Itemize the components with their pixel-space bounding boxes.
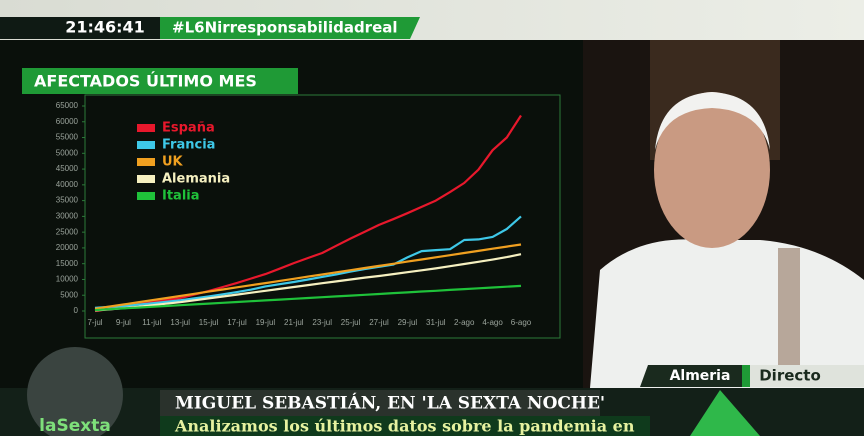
- x-tick-label: 9-jul: [116, 318, 131, 327]
- legend-swatch: [137, 192, 155, 200]
- logo-mark: [690, 390, 760, 436]
- legend-swatch: [137, 158, 155, 166]
- series-line: [94, 243, 522, 310]
- y-tick-label: 20000: [56, 243, 79, 252]
- x-tick-label: 25-jul: [341, 318, 361, 327]
- hashtag-banner: [160, 17, 420, 39]
- y-tick-label: 55000: [56, 133, 79, 142]
- x-tick-label: 27-jul: [369, 318, 389, 327]
- clock: 21:46:41: [65, 18, 145, 37]
- status: Directo: [759, 367, 821, 385]
- series-line: [94, 284, 522, 312]
- y-tick-label: 0: [74, 306, 79, 315]
- clock-box: [0, 17, 160, 39]
- series-line: [94, 114, 522, 313]
- channel: laSexta: [39, 416, 111, 436]
- y-tick-label: 40000: [56, 180, 79, 189]
- series-line: [94, 215, 522, 309]
- x-tick-label: 29-jul: [398, 318, 418, 327]
- x-tick-label: 6-ago: [511, 318, 532, 327]
- plot: 0 5000 10000 15000 20000 25000 30000 35000 40000…: [56, 101, 532, 327]
- legend-label: Italia: [162, 189, 200, 204]
- headline-box: [160, 390, 600, 416]
- x-tick-label: 23-jul: [312, 318, 332, 327]
- location: Almeria: [670, 368, 731, 384]
- y-tick-label: 10000: [56, 275, 79, 284]
- headline: MIGUEL SEBASTIÁN, EN 'LA SEXTA NOCHE': [175, 393, 605, 414]
- status-box: [750, 365, 864, 387]
- hashtag: #L6Nirresponsabilidadreal: [172, 19, 398, 37]
- legend-label: Alemania: [162, 172, 230, 187]
- x-tick-label: 17-jul: [227, 318, 247, 327]
- legend-swatch: [137, 175, 155, 183]
- x-tick-label: 11-jul: [142, 318, 161, 327]
- legend-label: España: [162, 121, 215, 136]
- y-tick-label: 35000: [56, 196, 79, 205]
- x-tick-label: 19-jul: [256, 318, 276, 327]
- location-divider: [742, 365, 750, 387]
- y-tick-label: 65000: [56, 101, 79, 110]
- legend-swatch: [137, 141, 155, 149]
- series-line: [94, 253, 522, 312]
- x-tick-label: 2-ago: [454, 318, 475, 327]
- x-tick-label: 4-ago: [482, 318, 503, 327]
- y-tick-label: 45000: [56, 164, 79, 173]
- x-tick-label: 7-jul: [87, 318, 102, 327]
- video-feed: [583, 40, 864, 388]
- x-tick-label: 21-jul: [284, 318, 304, 327]
- subheadline: Analizamos los últimos datos sobre la pa…: [174, 417, 635, 436]
- chart-title: AFECTADOS ÚLTIMO MES: [34, 72, 257, 91]
- x-tick-label: 13-jul: [170, 318, 190, 327]
- legend-label: UK: [162, 155, 184, 170]
- x-tick-label: 15-jul: [199, 318, 219, 327]
- subheadline-box: [160, 416, 650, 436]
- channel-logo: [27, 347, 123, 436]
- y-tick-label: 30000: [56, 211, 79, 220]
- x-tick-label: 31-jul: [426, 318, 446, 327]
- y-tick-label: 5000: [60, 290, 78, 299]
- y-tick-label: 50000: [56, 148, 79, 157]
- y-tick-label: 15000: [56, 259, 79, 268]
- title-box: [22, 68, 298, 94]
- chart-panel: [0, 40, 583, 388]
- location-box: [640, 365, 748, 387]
- y-tick-label: 60000: [56, 117, 79, 126]
- y-tick-label: 25000: [56, 227, 79, 236]
- legend-label: Francia: [162, 138, 215, 153]
- legend-swatch: [137, 124, 155, 132]
